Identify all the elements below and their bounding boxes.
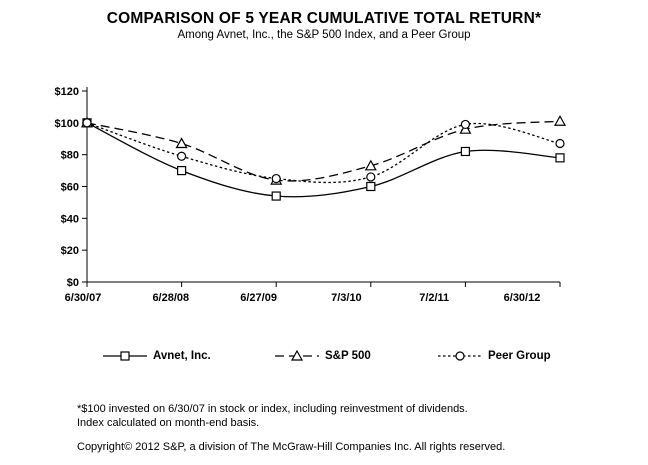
x-tick-label: 6/30/12 [504, 292, 541, 304]
circle-marker-point [271, 173, 281, 184]
chart-subtitle: Among Avnet, Inc., the S&P 500 Index, an… [177, 29, 471, 41]
legend-item-avnet: Avnet, Inc. [103, 347, 211, 365]
footnote-line-2: Index calculated on month-end basis. [77, 417, 260, 429]
legend-label-avnet: Avnet, Inc. [153, 350, 211, 362]
triangle-marker-point [175, 137, 188, 149]
x-tick-label: 6/27/09 [240, 292, 277, 304]
series-line-s-p-500 [86, 120, 561, 182]
y-tick-label: $120 [55, 86, 79, 98]
legend-swatch-svg [103, 351, 147, 361]
square-marker-point [271, 191, 281, 201]
legend-swatch-svg [275, 349, 319, 361]
series-line-avnet-inc [86, 122, 561, 198]
peer-group-line-circle-icon [438, 350, 482, 362]
square-marker-point [460, 146, 470, 157]
circle-marker-point [177, 151, 187, 161]
legend-item-peer-group: Peer Group [438, 347, 551, 365]
chart-title: COMPARISON OF 5 YEAR CUMULATIVE TOTAL RE… [106, 10, 542, 27]
square-marker-legend [120, 351, 130, 361]
square-marker-point [366, 181, 376, 192]
square-marker-point [555, 153, 565, 163]
triangle-marker-point [364, 159, 377, 171]
y-tick-label: $100 [55, 118, 79, 130]
sp500-line-triangle-icon [275, 349, 319, 362]
copyright-line: Copyright© 2012 S&P, a division of The M… [77, 441, 506, 453]
footnote-block: *$100 invested on 6/30/07 in stock or in… [77, 402, 617, 430]
y-tick-label: $80 [61, 150, 79, 162]
legend-label-sp500: S&P 500 [325, 350, 371, 362]
y-tick-label: $60 [61, 182, 79, 194]
circle-marker-point [460, 119, 470, 130]
avnet-line-square-icon [103, 350, 147, 362]
circle-marker-point [366, 172, 376, 182]
x-tick-label: 7/3/10 [331, 292, 362, 304]
triangle-marker-point [553, 115, 567, 126]
x-tick-label: 6/28/08 [152, 292, 189, 304]
series-line-peer-group [86, 122, 561, 184]
circle-marker-point [82, 118, 92, 128]
legend-label-peer-group: Peer Group [488, 350, 551, 362]
y-tick-label: $20 [61, 245, 79, 257]
chart-legend: Avnet, Inc. S&P 500 Peer Group [0, 347, 648, 365]
circle-marker-point [555, 138, 565, 149]
performance-line-chart: $0 $20 $40 $60 $80 $100 $120 6/30/07 6/28/08 6/27… [55, 86, 567, 304]
triangle-marker-legend [290, 349, 304, 361]
legend-swatch-svg [438, 351, 482, 361]
x-tick-label: 6/30/07 [65, 292, 102, 304]
y-tick-label: $40 [61, 213, 79, 225]
footnote-line-1: *$100 invested on 6/30/07 in stock or in… [77, 403, 468, 415]
y-tick-label: $0 [67, 277, 79, 289]
x-tick-label: 7/2/11 [419, 292, 449, 304]
legend-item-sp500: S&P 500 [275, 347, 371, 365]
circle-marker-legend [455, 351, 465, 361]
square-marker-point [177, 165, 187, 176]
